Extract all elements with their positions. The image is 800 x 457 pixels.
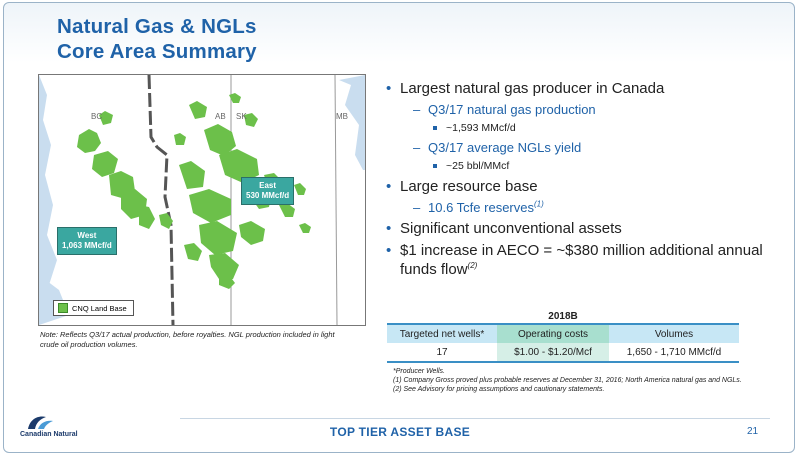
callout-west: West 1,063 MMcf/d [57,227,117,255]
footer-tagline: TOP TIER ASSET BASE [329,425,471,439]
callout-west-region: West [77,231,97,240]
bullet-2-1-footnote-ref: (1) [533,199,544,209]
callout-east-value: 530 MMcf/d [246,191,290,200]
bullet-2-1-text: 10.6 Tcfe reserves [428,200,534,215]
table-cell-volumes: 1,650 - 1,710 MMcf/d [609,343,739,363]
bullet-4-text: $1 increase in AECO = ~$380 million addi… [400,242,763,278]
table-header-row: Targeted net wells* Operating costs Volu… [387,323,739,343]
bullet-1-1-1: ~1,593 MMcf/d [386,121,786,135]
province-label-mb: MB [336,112,348,121]
bullet-4-footnote-ref: (2) [467,261,478,270]
logo-text: Canadian Natural [20,431,78,438]
title-line-1: Natural Gas & NGLs [57,15,257,38]
bullet-2-1: –10.6 Tcfe reserves(1) [413,199,544,215]
table-header-volumes: Volumes [609,323,739,343]
bullet-3-text: Significant unconventional assets [400,220,622,237]
page-number: 21 [747,426,759,437]
callout-west-value: 1,063 MMcf/d [62,241,112,250]
callout-east: East 530 MMcf/d [241,177,295,205]
bullet-1-2-1-text: ~25 bbl/MMcf [446,160,510,172]
table-row: 17 $1.00 - $1.20/Mcf 1,650 - 1,710 MMcf/… [387,343,739,363]
table-cell-wells: 17 [387,343,497,363]
table-year: 2018B [548,311,578,322]
table-header-wells: Targeted net wells* [387,323,497,343]
callout-east-region: East [259,181,277,190]
bullet-1-text: Largest natural gas producer in Canada [400,80,665,97]
footer-divider [180,418,770,419]
bullet-1-2: – Q3/17 average NGLs yield [413,140,582,155]
bullet-1-2-1: ~25 bbl/MMcf [386,159,786,173]
bullet-2: • Large resource base [386,178,538,195]
core-area-map: BC AB SK MB East 530 MMcf/d West 1,063 M… [38,74,366,326]
map-graphic [39,75,365,325]
land-base-clusters [77,93,311,289]
bullet-1: • Largest natural gas producer in Canada [386,80,665,97]
bullet-list: • Largest natural gas producer in Canada … [386,79,786,282]
bullet-1-1-text: Q3/17 natural gas production [428,102,596,117]
title-line-2: Core Area Summary [57,40,257,63]
table-cell-opcosts: $1.00 - $1.20/Mcf [497,343,609,363]
province-label-sk: SK [236,112,247,121]
legend-swatch [58,303,68,313]
footnote-0: *Producer Wells. [393,368,446,375]
map-legend: CNQ Land Base [53,300,134,316]
guidance-table: 2018B Targeted net wells* Operating cost… [387,310,739,363]
footnote-1: (1) Company Gross proved plus probable r… [393,377,742,384]
table-header-opcosts: Operating costs [497,323,609,343]
province-label-ab: AB [215,112,226,121]
bullet-1-1-1-text: ~1,593 MMcf/d [446,122,516,134]
bullet-4: • $1 increase in AECO = ~$380 million add… [386,242,763,278]
canadian-natural-logo-icon [28,416,53,429]
bullet-3: • Significant unconventional assets [386,220,622,237]
footnotes: *Producer Wells. (1) Company Gross prove… [393,367,753,394]
bullet-2-text: Large resource base [400,178,538,195]
slide-title: Natural Gas & NGLs Core Area Summary [57,14,257,64]
bullet-1-2-text: Q3/17 average NGLs yield [428,140,582,155]
footnote-2: (2) See Advisory for pricing assumptions… [393,386,605,393]
legend-label: CNQ Land Base [72,303,127,313]
company-logo: Canadian Natural [20,413,90,443]
bullet-1-1: – Q3/17 natural gas production [413,102,596,117]
province-label-bc: BC [91,112,103,121]
map-note: Note: Reflects Q3/17 actual production, … [40,330,335,349]
